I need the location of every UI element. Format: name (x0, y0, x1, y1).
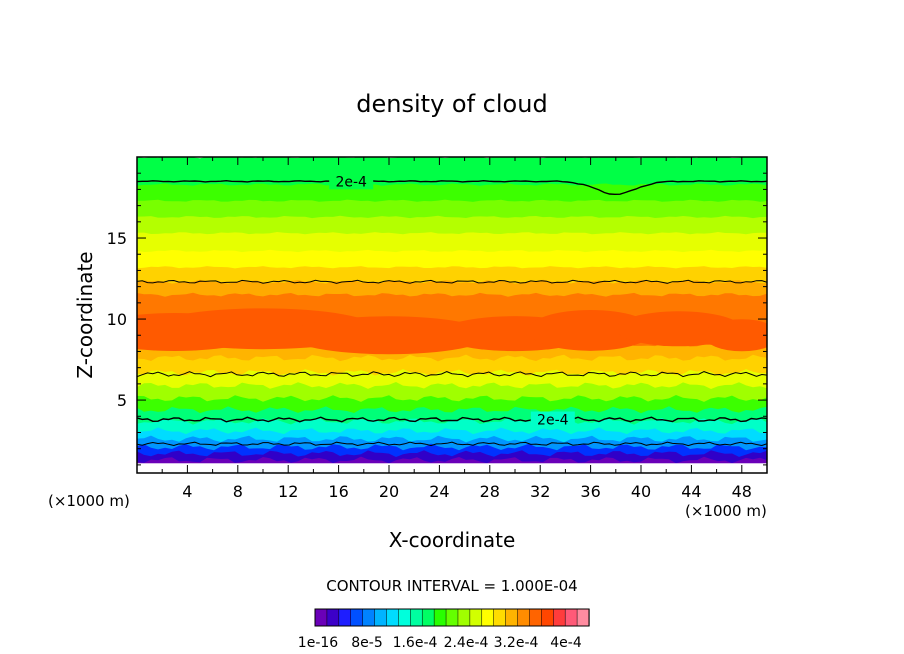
x-tick-label: 28 (480, 482, 500, 501)
colorbar-swatch (433, 608, 447, 627)
plot-frame (136, 156, 768, 474)
colorbar-label: 1e-16 (298, 635, 338, 651)
y-tick-label: 5 (117, 391, 127, 410)
x-axis: 4 8 12 16 20 24 28 32 36 40 44 48 (161, 157, 752, 501)
x-tick-label: 24 (429, 482, 449, 501)
contour-label: 2e-4 (335, 174, 367, 190)
density-core (704, 319, 767, 352)
contour-interval: CONTOUR INTERVAL = 1.000E-04 (326, 577, 577, 595)
colorbar-swatch (362, 608, 376, 627)
x-unit-right: (×1000 m) (685, 502, 767, 520)
x-tick-label: 40 (631, 482, 651, 501)
colorbar-label: 8e-5 (351, 635, 382, 651)
x-tick-label: 4 (182, 482, 192, 501)
colorbar-swatch (541, 608, 554, 627)
contour-line (137, 179, 767, 196)
contour-line (137, 371, 767, 378)
colorbar-swatch (445, 608, 459, 627)
x-tick-label: 48 (732, 482, 752, 501)
surface-strip (137, 463, 767, 473)
density-core (527, 309, 654, 351)
y-axis: 5 10 15 (107, 172, 767, 466)
colorbar-label: 4e-4 (550, 635, 582, 651)
colorbar: 1e-16 8e-5 1.6e-4 2.4e-4 3.2e-4 4e-4 (298, 608, 590, 651)
colorbar-swatch (576, 608, 590, 627)
contour-label-bg (329, 173, 374, 190)
colorbar-swatch (469, 608, 483, 627)
y-axis-label: Z-coordinate (73, 251, 97, 378)
colorbar-swatch (481, 608, 495, 627)
contour-label-bg (530, 411, 575, 428)
x-tick-label: 32 (530, 482, 550, 501)
x-tick-label: 12 (278, 482, 298, 501)
contour-line (137, 441, 767, 447)
colorbar-swatch (505, 608, 519, 627)
colorbar-frame (314, 608, 590, 627)
colorbar-swatch (410, 608, 423, 627)
colorbar-swatch (326, 608, 340, 627)
plot-area: 2e-4 2e-4 (137, 157, 767, 473)
x-tick-label: 20 (379, 482, 399, 501)
x-tick-label: 16 (328, 482, 348, 501)
colorbar-swatch (553, 608, 566, 627)
colorbar-swatch (386, 608, 400, 627)
y-tick-label: 10 (107, 310, 127, 329)
colorbar-label: 1.6e-4 (393, 635, 438, 651)
contour-line (137, 416, 767, 423)
colorbar-swatch (457, 608, 471, 627)
contour-line (137, 279, 767, 284)
colorbar-swatch (517, 608, 531, 627)
x-tick-label: 8 (233, 482, 243, 501)
colorbar-label: 2.4e-4 (444, 635, 489, 651)
colorbar-swatch (421, 608, 435, 627)
colorbar-swatch (338, 608, 352, 627)
colorbar-swatch (398, 608, 411, 627)
colorbar-swatch (529, 608, 542, 627)
colorbar-swatch (350, 608, 364, 627)
colorbar-swatch (493, 608, 507, 627)
colorbar-label: 3.2e-4 (494, 635, 539, 651)
x-axis-label: X-coordinate (389, 528, 516, 552)
colorbar-swatch (564, 608, 578, 627)
colorbar-swatch (314, 608, 328, 627)
density-core (288, 316, 490, 355)
x-tick-label: 44 (681, 482, 701, 501)
colorbar-swatch (374, 608, 388, 627)
x-unit-left: (×1000 m) (48, 492, 130, 510)
contour-label: 2e-4 (537, 413, 569, 429)
chart-title: density of cloud (356, 90, 547, 118)
x-tick-label: 36 (580, 482, 600, 501)
y-tick-label: 15 (107, 229, 127, 248)
